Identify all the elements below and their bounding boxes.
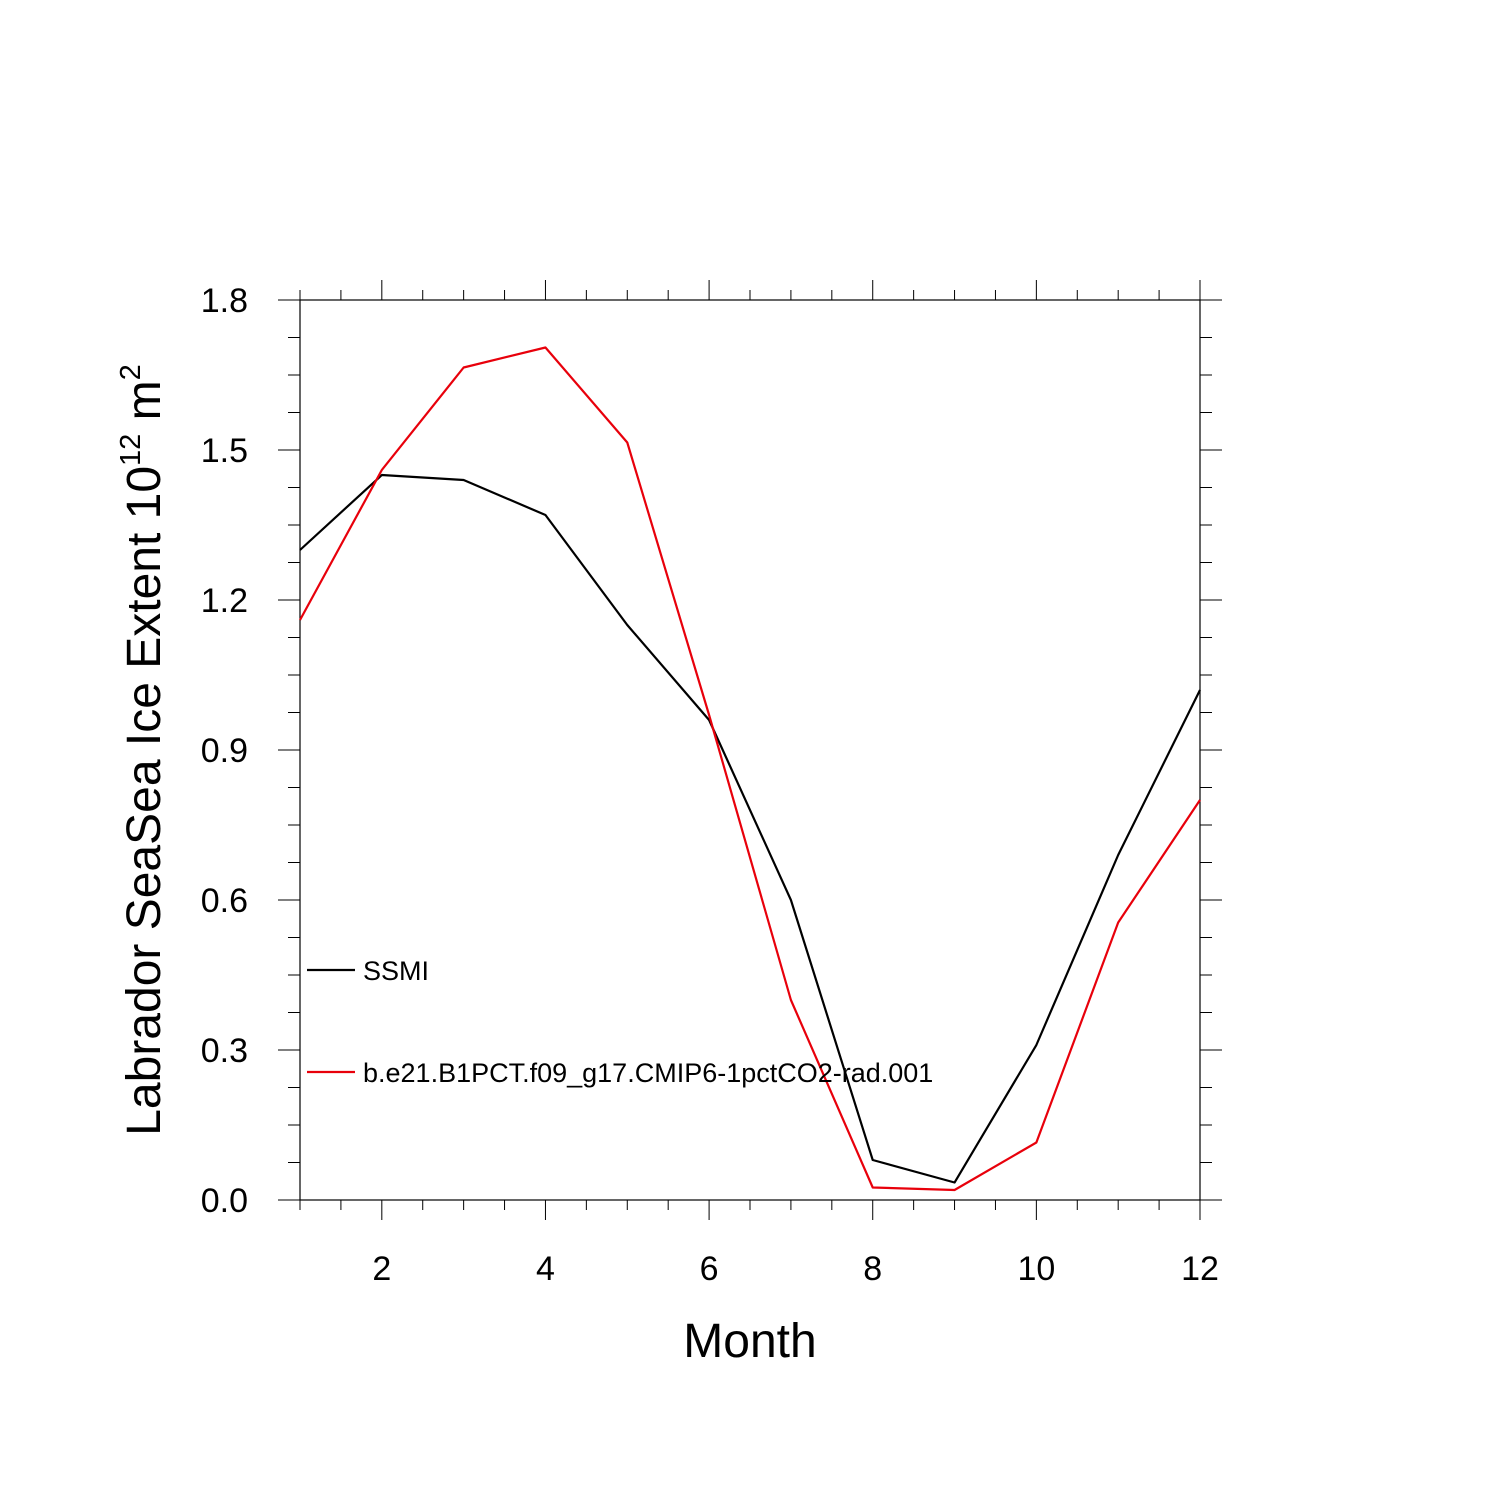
y-tick-label: 1.8 [201, 282, 248, 320]
legend: SSMI b.e21.B1PCT.f09_g17.CMIP6-1pctCO2-ra… [307, 956, 933, 1088]
series-line-cmip6-1pctco2 [299, 346, 1201, 1192]
y-axis-title-unit: m [118, 380, 171, 433]
series-line-ssmi [299, 473, 1201, 1184]
x-tick-label: 4 [536, 1250, 555, 1288]
x-tick-label: 8 [863, 1250, 882, 1288]
y-tick-label: 0.6 [201, 882, 248, 920]
y-tick-label: 1.5 [201, 432, 248, 470]
y-axis-title-main: Labrador SeaSea Ice Extent 10 [118, 466, 171, 1136]
y-tick-label: 0.0 [201, 1182, 248, 1220]
y-tick-label: 0.9 [201, 732, 248, 770]
y-tick-label: 0.3 [201, 1032, 248, 1070]
axis-tick-labels: 2 4 6 8 10 12 0.0 0.3 0.6 0.9 1.2 1.5 1.8 [201, 282, 1219, 1288]
x-tick-label: 10 [1017, 1250, 1055, 1288]
y-axis-title-exponent: 12 [115, 434, 147, 466]
x-axis-title: Month [683, 1315, 816, 1368]
y-axis-title-unit-exponent: 2 [115, 364, 147, 380]
x-tick-label: 2 [372, 1250, 391, 1288]
legend-label: SSMI [363, 956, 429, 986]
x-tick-label: 6 [700, 1250, 719, 1288]
y-axis-title: Labrador SeaSea Ice Extent 1012 m2 [115, 364, 171, 1136]
x-tick-label: 12 [1181, 1250, 1219, 1288]
axis-ticks [278, 280, 1222, 1220]
y-tick-label: 1.2 [201, 582, 248, 620]
series-layer [299, 346, 1201, 1192]
legend-label: b.e21.B1PCT.f09_g17.CMIP6-1pctCO2-rad.00… [363, 1058, 933, 1088]
